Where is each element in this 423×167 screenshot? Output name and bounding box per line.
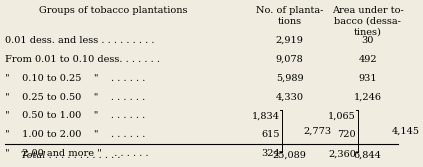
Text: Total . . . . . . . . . . . .: Total . . . . . . . . . . . . — [22, 151, 121, 160]
Text: "    0.10 to 0.25    "    . . . . . .: " 0.10 to 0.25 " . . . . . . — [5, 74, 146, 83]
Text: 4,330: 4,330 — [276, 93, 304, 102]
Text: 492: 492 — [358, 55, 377, 64]
Text: 6,844: 6,844 — [354, 151, 382, 160]
Text: No. of planta-
tions: No. of planta- tions — [256, 6, 323, 26]
Text: 5,989: 5,989 — [276, 74, 303, 83]
Text: 2,773: 2,773 — [304, 127, 332, 136]
Text: 1,065: 1,065 — [328, 111, 356, 120]
Text: 2,360: 2,360 — [328, 149, 356, 158]
Text: 1,834: 1,834 — [252, 111, 280, 120]
Text: 720: 720 — [337, 130, 356, 139]
Text: 2,919: 2,919 — [276, 36, 304, 45]
Text: 25,089: 25,089 — [273, 151, 307, 160]
Text: "    0.50 to 1.00    "    . . . . . .: " 0.50 to 1.00 " . . . . . . — [5, 111, 146, 120]
Text: 4,145: 4,145 — [392, 127, 420, 136]
Text: 1,246: 1,246 — [354, 93, 382, 102]
Text: Area under to-
bacco (dessa-
tines): Area under to- bacco (dessa- tines) — [332, 6, 404, 36]
Text: 0.01 dess. and less . . . . . . . . .: 0.01 dess. and less . . . . . . . . . — [5, 36, 155, 45]
Text: 324: 324 — [261, 149, 280, 158]
Text: 931: 931 — [358, 74, 377, 83]
Text: 615: 615 — [261, 130, 280, 139]
Text: "    2.00 and more "    . . . . . .: " 2.00 and more " . . . . . . — [5, 149, 149, 158]
Text: 30: 30 — [362, 36, 374, 45]
Text: "    1.00 to 2.00    "    . . . . . .: " 1.00 to 2.00 " . . . . . . — [5, 130, 146, 139]
Text: 9,078: 9,078 — [276, 55, 304, 64]
Text: Groups of tobacco plantations: Groups of tobacco plantations — [39, 6, 188, 15]
Text: From 0.01 to 0.10 dess. . . . . . .: From 0.01 to 0.10 dess. . . . . . . — [5, 55, 160, 64]
Text: "    0.25 to 0.50    "    . . . . . .: " 0.25 to 0.50 " . . . . . . — [5, 93, 146, 102]
